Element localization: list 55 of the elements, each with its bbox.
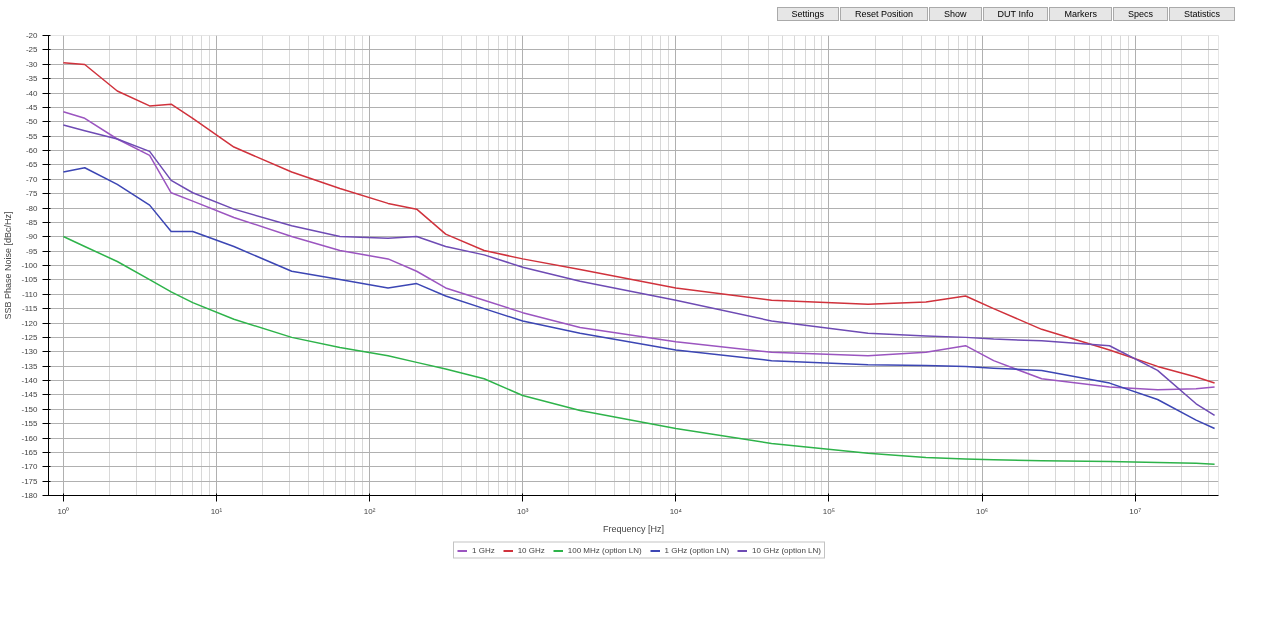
y-tick-label: -55 bbox=[25, 131, 39, 141]
legend-label: 1 GHz (option LN) bbox=[664, 545, 730, 555]
y-tick-label: -30 bbox=[25, 59, 39, 69]
y-tick-label: -150 bbox=[21, 404, 39, 414]
y-tick-label: -120 bbox=[21, 318, 39, 328]
legend-label: 10 GHz bbox=[517, 545, 545, 555]
text: Reset Position bbox=[840, 7, 929, 21]
y-tick-label: -105 bbox=[21, 275, 39, 285]
y-tick-label: -60 bbox=[25, 146, 39, 155]
y-tick-label: -25 bbox=[25, 45, 39, 55]
y-tick-label: -140 bbox=[21, 376, 39, 385]
y-tick-label: -95 bbox=[25, 246, 39, 256]
text: Specs bbox=[1112, 7, 1168, 21]
y-tick-label: -90 bbox=[25, 232, 39, 242]
y-tick-label: -65 bbox=[25, 160, 39, 170]
x-tick-label: 10³ bbox=[516, 506, 529, 516]
y-tick-label: -100 bbox=[21, 261, 39, 270]
text: Markers bbox=[1049, 7, 1112, 21]
y-tick-label: -155 bbox=[21, 419, 39, 429]
y-tick-label: -165 bbox=[21, 447, 39, 457]
y-tick-label: -75 bbox=[25, 189, 39, 199]
x-tick-label: 10² bbox=[363, 506, 376, 516]
legend-label: 100 MHz (option LN) bbox=[567, 545, 642, 555]
x-tick-label: 10⁶ bbox=[975, 506, 989, 516]
y-tick-label: -50 bbox=[25, 117, 39, 127]
text: Show bbox=[929, 7, 982, 21]
y-tick-label: -85 bbox=[25, 217, 39, 227]
x-tick-label: 10⁰ bbox=[57, 506, 70, 516]
y-tick-label: -115 bbox=[22, 304, 39, 314]
y-tick-label: -110 bbox=[22, 289, 39, 299]
y-tick-label: -70 bbox=[25, 174, 39, 184]
x-tick-label: 10⁴ bbox=[669, 506, 683, 516]
text: DUT Info bbox=[982, 7, 1049, 21]
y-tick-label: -45 bbox=[25, 102, 39, 112]
x-tick-label: 10⁷ bbox=[1129, 506, 1142, 516]
y-tick-label: -40 bbox=[25, 88, 39, 98]
x-axis-title: Frequency [Hz] bbox=[602, 523, 665, 534]
y-tick-label: -20 bbox=[25, 31, 39, 40]
y-tick-label: -175 bbox=[21, 476, 39, 486]
legend-label: 1 GHz bbox=[472, 545, 495, 555]
y-tick-label: -35 bbox=[25, 74, 39, 84]
y-tick-label: -145 bbox=[21, 390, 39, 400]
x-tick-label: 10¹ bbox=[210, 506, 223, 516]
y-tick-label: -130 bbox=[21, 347, 39, 357]
y-tick-label: -180 bbox=[21, 491, 39, 500]
y-tick-label: -170 bbox=[21, 462, 39, 472]
x-tick-label: 10⁵ bbox=[822, 506, 836, 516]
y-axis-title: SSB Phase Noise [dBc/Hz] bbox=[3, 211, 14, 320]
y-tick-label: -135 bbox=[21, 361, 39, 371]
y-tick-label: -160 bbox=[21, 433, 39, 443]
legend-label: 10 GHz (option LN) bbox=[752, 545, 821, 555]
y-tick-label: -80 bbox=[25, 203, 39, 213]
y-tick-label: -125 bbox=[21, 332, 39, 342]
text: Statistics bbox=[1168, 7, 1235, 21]
text: Settings bbox=[776, 7, 840, 21]
